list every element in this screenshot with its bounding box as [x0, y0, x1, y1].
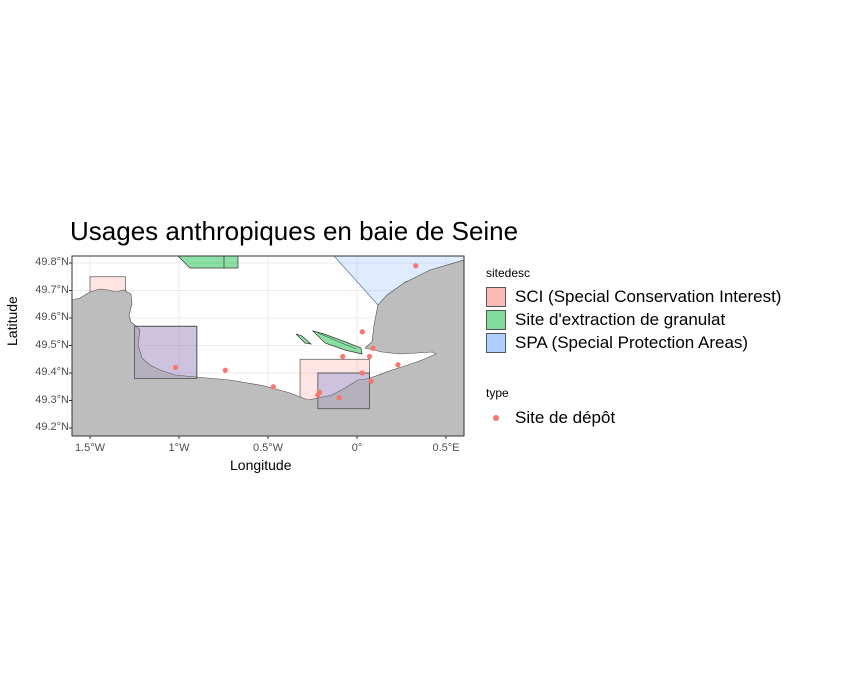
y-axis-title: Latitude: [4, 296, 20, 346]
legend-type-title: type: [486, 386, 509, 400]
legend-key-depot: [486, 408, 506, 428]
point-site-depot: [395, 362, 401, 368]
point-site-depot: [366, 353, 373, 360]
x-tick-label: 0.5°E: [432, 442, 460, 454]
area-extraction-north: [177, 256, 239, 269]
area-extraction-west: [295, 333, 313, 345]
legend-label-depot: Site de dépôt: [515, 408, 616, 427]
legend-sitedesc-title: sitedesc: [486, 266, 531, 280]
legend-label-extraction: Site d'extraction de granulat: [515, 310, 726, 329]
x-tick-label: 0°: [351, 442, 363, 454]
point-site-depot: [222, 367, 228, 373]
area-extraction-east-divider: [317, 332, 357, 350]
y-tick-label: 49.8°N: [35, 256, 69, 268]
legend-item-sci: SCI (Special Conservation Interest): [486, 287, 781, 307]
x-axis-title: Longitude: [230, 457, 292, 473]
point-site-depot: [317, 389, 323, 395]
area-extraction-east: [311, 330, 363, 355]
legend-item-spa: SPA (Special Protection Areas): [486, 333, 748, 353]
y-tick-label: 49.2°N: [35, 421, 69, 433]
y-tick-label: 49.4°N: [35, 366, 69, 378]
area-overlay-bay: [134, 325, 198, 379]
legend-label-spa: SPA (Special Protection Areas): [515, 333, 749, 352]
map-layers: [72, 256, 464, 436]
legend-key-sci: [486, 287, 506, 307]
point-site-depot: [172, 364, 179, 371]
point-site-depot: [340, 353, 346, 360]
chart-title: Usages anthropiques en baie de Seine: [70, 216, 519, 246]
x-tick-label: 0.5°W: [252, 442, 284, 454]
point-site-depot: [413, 263, 419, 269]
y-tick-label: 49.6°N: [35, 311, 69, 323]
legend-label-sci: SCI (Special Conservation Interest): [515, 287, 782, 306]
legend-item-extraction: Site d'extraction de granulat: [486, 310, 725, 330]
point-site-depot: [270, 384, 276, 390]
legend-key-spa: [486, 333, 506, 353]
legend-key-extraction: [486, 310, 506, 330]
legend-item-depot: Site de dépôt: [486, 408, 615, 428]
y-tick-label: 49.3°N: [35, 393, 69, 406]
point-site-depot: [370, 345, 376, 351]
point-site-depot: [368, 378, 374, 384]
x-tick-label: 1.5°W: [74, 442, 106, 454]
area-overlay-orne: [317, 372, 370, 410]
x-tick-label: 1°W: [168, 442, 190, 454]
y-tick-label: 49.7°N: [35, 283, 69, 296]
point-site-depot: [336, 395, 342, 401]
point-site-depot: [359, 329, 365, 335]
point-site-depot: [359, 370, 365, 376]
y-tick-label: 49.5°N: [35, 338, 69, 351]
